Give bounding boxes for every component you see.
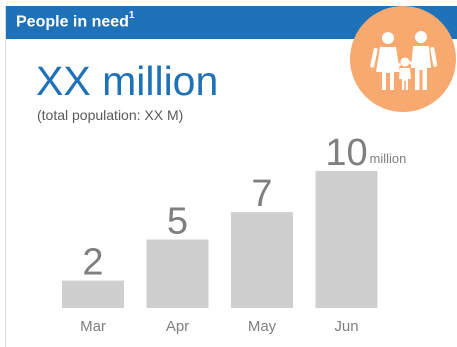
headline-value: XX million [36, 58, 219, 104]
bar-value-label-mar: 2 [82, 242, 103, 284]
family-icon [350, 6, 456, 112]
card-title: People in need1 [16, 10, 135, 31]
x-tick-label-apr: Apr [166, 318, 189, 335]
bar-value-label-apr: 5 [167, 201, 188, 243]
footnote-marker: 1 [128, 10, 135, 21]
bar-may [231, 212, 293, 308]
bar-value-label-may: 7 [251, 173, 272, 215]
x-tick-label-jun: Jun [334, 318, 358, 335]
bar-mar [62, 280, 124, 308]
headline-subtitle: (total population: XX M) [37, 107, 184, 123]
bar-value-label-jun: 10 [325, 132, 367, 174]
bar-jun [315, 171, 378, 308]
unit-label: million [370, 151, 407, 166]
card-title-text: People in need [16, 13, 129, 31]
x-tick-label-may: May [248, 318, 277, 335]
bar-apr [146, 239, 209, 308]
x-tick-label-mar: Mar [80, 318, 106, 335]
